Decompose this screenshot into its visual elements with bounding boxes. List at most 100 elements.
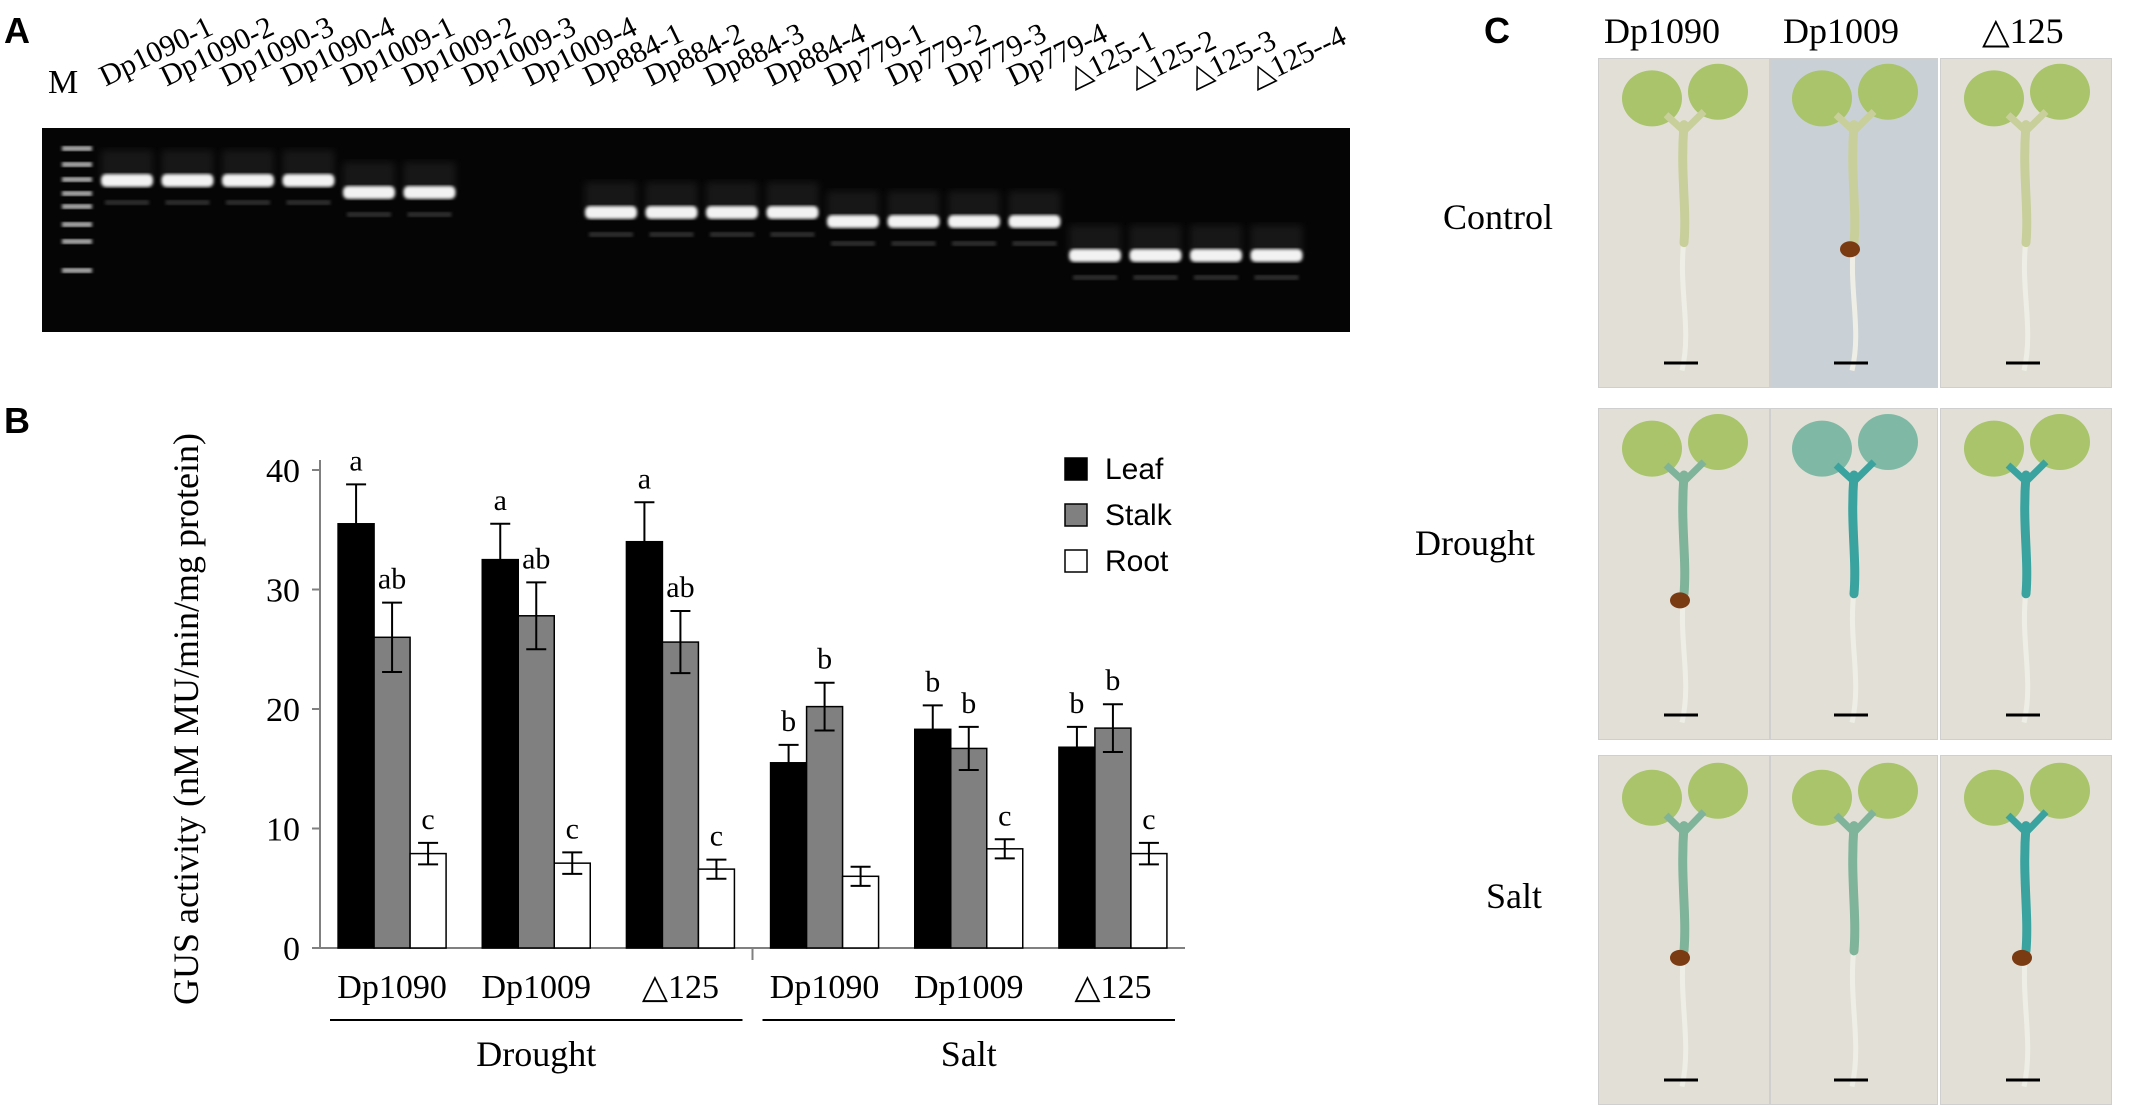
panel-label-b: B: [4, 400, 30, 441]
seedling-cotyledon: [1792, 769, 1852, 826]
gel-faint-band: [165, 200, 210, 205]
legend-label: Root: [1105, 545, 1169, 578]
seedling-cotyledon: [1964, 769, 2024, 826]
seed-coat: [1670, 949, 1690, 966]
seedling-cotyledon: [1858, 762, 1918, 819]
seedling-drawing: [1622, 414, 1748, 724]
gel-smear: [1008, 191, 1061, 219]
significance-label: a: [494, 484, 507, 517]
panel-label-c: C: [1484, 10, 1510, 51]
seedling-petiole: [2005, 108, 2049, 136]
gel-band: [403, 186, 456, 199]
seedling-cotyledon: [1622, 420, 1682, 477]
gel-band: [1250, 249, 1303, 262]
seedling-stem: [1848, 470, 1860, 599]
seedling-stem: [2020, 821, 2032, 956]
gel-smear: [1250, 225, 1303, 253]
y-tick-label: 40: [266, 453, 300, 490]
significance-label: b: [1105, 664, 1120, 697]
gel-band: [766, 206, 819, 219]
gel-band: [1190, 249, 1242, 262]
seedling-drawing: [1792, 762, 1918, 1088]
significance-label: c: [1142, 803, 1155, 836]
seedling-stem: [2020, 120, 2032, 248]
marker-band: [62, 191, 92, 196]
gel-smear: [403, 162, 456, 190]
gel-image: [42, 128, 1350, 332]
gel-band: [887, 215, 940, 228]
gel-smear: [887, 191, 940, 219]
gel-band: [706, 206, 758, 219]
gel-smear: [706, 182, 758, 210]
gel-faint-band: [407, 212, 452, 217]
gel-smear: [645, 182, 698, 210]
bar-root: [986, 848, 1024, 949]
seedling-petiole: [1663, 108, 1707, 136]
bar-chart: GUS activity (nM MU/min/mg protein) 0 10 20…: [166, 433, 1185, 1074]
seedling-petiole: [1833, 108, 1877, 136]
seedling-root: [2021, 239, 2031, 372]
significance-label: b: [781, 705, 796, 738]
gel-faint-band: [105, 200, 149, 205]
bar-stalk: [373, 636, 411, 949]
photo-row-header: Control: [1443, 197, 1554, 237]
gel-smear: [101, 150, 153, 178]
gel-band: [585, 206, 637, 219]
y-tick-label: 10: [266, 812, 300, 849]
seedling-drawing: [1964, 414, 2090, 724]
gel-faint-band: [770, 232, 815, 237]
gel-smear: [282, 150, 335, 178]
significance-label: ab: [378, 563, 406, 596]
gel-smear: [1069, 225, 1121, 253]
gel-band: [1008, 215, 1061, 228]
seedling-root: [2021, 947, 2031, 1088]
seedling-stem: [1848, 821, 1860, 956]
gel-band: [343, 186, 395, 199]
bar-leaf: [914, 728, 952, 949]
bar-leaf: [481, 558, 519, 949]
photo-row-header: Salt: [1486, 876, 1543, 916]
x-category-label: Dp1009: [481, 969, 591, 1006]
gel-faint-band: [831, 241, 875, 246]
gel-faint-band: [891, 241, 936, 246]
gel-band: [827, 215, 879, 228]
seedling-drawing: [1964, 63, 2090, 372]
seedling-cotyledon: [1858, 414, 1918, 470]
seedling-stem: [1848, 120, 1860, 248]
seedling-photo: [1598, 408, 1770, 740]
seedling-photo: [1940, 408, 2112, 740]
significance-label: a: [349, 444, 362, 477]
seedling-photo: [1770, 58, 1938, 388]
photo-row-header: Drought: [1415, 523, 1535, 563]
seedling-petiole: [2005, 459, 2049, 487]
y-tick-label: 20: [266, 692, 300, 729]
gel-faint-band: [1073, 275, 1117, 280]
significance-label: c: [998, 799, 1011, 832]
seedling-photo: [1770, 408, 1938, 740]
legend-label: Leaf: [1105, 453, 1164, 486]
gel-band: [645, 206, 698, 219]
seedling-photo: [1770, 755, 1938, 1105]
x-category-label: △125: [642, 969, 719, 1006]
photo-column-header: Dp1009: [1783, 11, 1899, 51]
seedling-root: [1849, 239, 1859, 372]
bar-root: [553, 862, 591, 949]
seedling-stem: [1678, 120, 1690, 248]
marker-band: [62, 162, 92, 167]
gel-smear: [585, 182, 637, 210]
marker-band: [62, 239, 92, 244]
seedling-drawing: [1964, 762, 2090, 1088]
x-category-label: Dp1090: [770, 969, 880, 1006]
x-category-label: Dp1090: [337, 969, 447, 1006]
seedling-cotyledon: [1622, 70, 1682, 127]
gel-smear: [222, 150, 274, 178]
seedling-cotyledon: [1964, 420, 2024, 477]
gel-band: [101, 174, 153, 187]
bar-stalk: [1094, 727, 1132, 949]
gel-band: [948, 215, 1000, 228]
legend-swatch: [1064, 503, 1088, 527]
gel-band: [1129, 249, 1182, 262]
gel-smear: [1129, 225, 1182, 253]
seedling-root: [2021, 590, 2031, 724]
x-category-label: Dp1009: [914, 969, 1024, 1006]
